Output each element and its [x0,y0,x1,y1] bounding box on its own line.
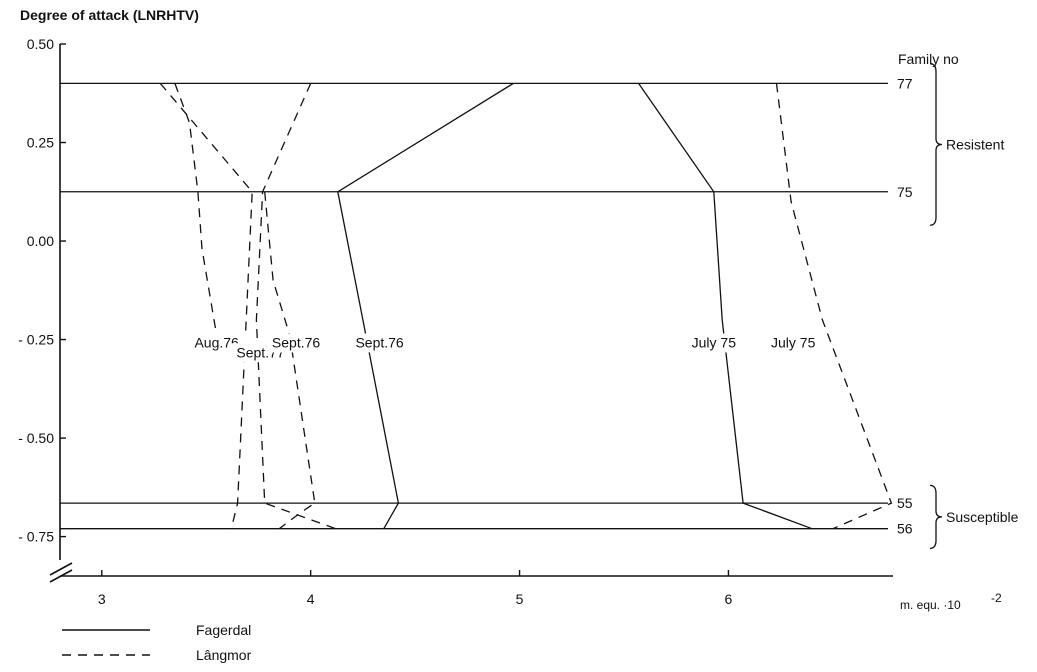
series-label: July 75 [771,334,816,350]
family-label: 75 [897,184,913,200]
series-label-bg [266,333,327,353]
axis-break-mark [49,562,73,576]
group-label: Susceptible [946,509,1019,525]
x-tick-label: 6 [725,591,733,607]
group-label: Resistent [946,136,1004,152]
y-axis-label: Degree of attack (LNRHTV) [20,7,199,23]
family-label: 55 [897,495,913,511]
series-layer [159,82,893,530]
series-label: Sept.76 [272,334,320,350]
x-tick-label: 4 [307,591,315,607]
family-lines: 77 75 55 56 Family no Resistent Susceptible [60,51,1019,550]
series-line [264,191,316,530]
series-label: Sept.76 [355,334,403,350]
family-header: Family no [898,51,959,67]
series-line [174,83,218,336]
series-line [159,82,253,529]
x-tick-label: 5 [516,591,524,607]
y-tick-label: - 0.25 [18,332,54,348]
series-label-bg [763,333,824,353]
series-label: July 75 [692,334,737,350]
family-label: 56 [897,521,913,537]
axes: 0.500.250.00- 0.25- 0.50- 0.753 4 5 6 m. equ… [18,36,1002,612]
series-line [255,83,336,530]
y-tick-label: 0.50 [27,36,54,52]
group-brace [929,63,943,226]
legend-label: Fagerdal [196,622,251,638]
x-axis-label-exponent: -2 [991,591,1002,605]
series-line [775,83,893,530]
series-label: Aug.76 [194,334,239,350]
legend-label: Lângmor [196,647,252,663]
series-line [337,82,514,530]
y-tick-label: 0.25 [27,135,54,151]
y-tick-label: - 0.50 [18,430,54,446]
family-label: 77 [897,75,913,91]
legend: Fagerdal Lângmor [62,622,252,663]
y-tick-label: 0.00 [27,233,54,249]
series-label-bg [683,333,744,353]
x-tick-label: 3 [98,591,106,607]
y-tick-label: - 0.75 [18,529,54,545]
x-axis-label: m. equ. ·10 [900,598,961,612]
group-brace [929,484,943,550]
series-line [638,83,813,530]
series-label-bg [349,333,410,353]
